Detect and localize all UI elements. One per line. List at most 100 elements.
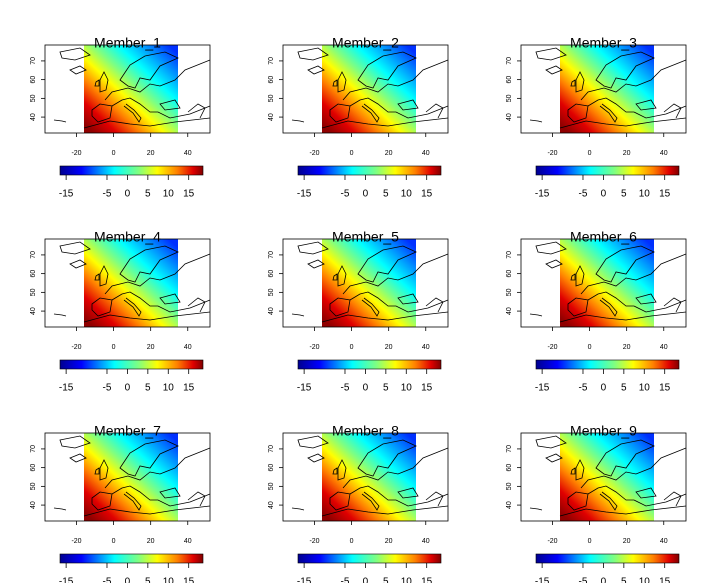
x-tick-label: -20 (547, 538, 557, 545)
plot-box (282, 432, 449, 522)
y-tick-label: 70 (506, 57, 513, 65)
colorbar-tick-label: 0 (125, 577, 131, 583)
colorbar-tick-label: -5 (103, 577, 112, 583)
y-tick-label: 40 (506, 501, 513, 509)
x-tick-label: 40 (422, 538, 430, 545)
colorbar-tick-label: 0 (363, 383, 369, 394)
colorbar-tick-label: -15 (535, 383, 550, 394)
colorbar-tick-label: -5 (579, 189, 588, 200)
x-tick-label: -20 (309, 538, 319, 545)
y-tick-label: 60 (506, 76, 513, 84)
y-tick-label: 70 (268, 251, 275, 259)
x-tick-label: 0 (112, 344, 116, 351)
plot-box (520, 432, 687, 522)
y-tick-label: 50 (506, 482, 513, 490)
panel: Member_5 -20 0 20 40 40 50 60 70 -15 -5 0 5 10 15 (268, 229, 449, 394)
panel: Member_3 -20 0 20 40 40 50 60 70 -15 -5 0 5 10 15 (506, 35, 687, 200)
colorbar-tick-label: 5 (383, 383, 389, 394)
x-tick-label: 0 (350, 344, 354, 351)
panel: Member_1 -20 0 20 40 40 50 60 70 -15 -5 0 5 10 15 (30, 35, 211, 200)
y-tick-label: 40 (268, 307, 275, 315)
plot-box (44, 44, 211, 134)
colorbar (297, 359, 442, 370)
colorbar-tick-label: 10 (639, 383, 651, 394)
colorbar-tick-label: -15 (297, 189, 312, 200)
x-tick-label: 40 (184, 538, 192, 545)
y-tick-label: 50 (30, 288, 37, 296)
y-tick-label: 40 (506, 307, 513, 315)
colorbar-tick-label: 15 (183, 577, 195, 583)
colorbar-tick-label: -5 (341, 383, 350, 394)
colorbar-tick-label: 0 (125, 383, 131, 394)
colorbar (59, 359, 204, 370)
y-tick-label: 50 (30, 94, 37, 102)
colorbar-tick-label: 5 (621, 577, 627, 583)
plot-box (44, 432, 211, 522)
x-tick-label: 40 (422, 150, 430, 157)
x-tick-label: -20 (71, 538, 81, 545)
plot-box (282, 238, 449, 328)
colorbar-tick-label: 0 (601, 383, 607, 394)
panel-title: Member_9 (570, 423, 637, 439)
panel-title: Member_4 (94, 229, 161, 245)
x-tick-label: -20 (309, 150, 319, 157)
y-tick-label: 50 (506, 94, 513, 102)
x-tick-label: 0 (350, 150, 354, 157)
colorbar-tick-label: 0 (601, 189, 607, 200)
panel: Member_8 -20 0 20 40 40 50 60 70 -15 -5 0 5 10 15 (268, 423, 449, 583)
x-tick-label: 20 (147, 344, 155, 351)
colorbar (535, 165, 680, 176)
colorbar-tick-label: -5 (579, 577, 588, 583)
colorbar-tick-label: 10 (401, 383, 413, 394)
colorbar-tick-label: 15 (421, 577, 433, 583)
y-tick-label: 40 (30, 307, 37, 315)
y-tick-label: 70 (30, 57, 37, 65)
colorbar-tick-label: 0 (125, 189, 131, 200)
plot-box (520, 44, 687, 134)
panel: Member_7 -20 0 20 40 40 50 60 70 -15 -5 0 5 10 15 (30, 423, 211, 583)
plot-box (44, 238, 211, 328)
y-tick-label: 40 (268, 501, 275, 509)
y-tick-label: 50 (268, 288, 275, 296)
x-tick-label: 20 (623, 150, 631, 157)
colorbar-tick-label: 15 (421, 189, 433, 200)
x-tick-label: 0 (588, 344, 592, 351)
y-tick-label: 60 (30, 76, 37, 84)
colorbar-tick-label: 0 (363, 189, 369, 200)
plot-box (282, 44, 449, 134)
colorbar-tick-label: 5 (145, 383, 151, 394)
x-tick-label: 40 (422, 344, 430, 351)
colorbar-tick-label: 5 (145, 577, 151, 583)
x-tick-label: 0 (112, 150, 116, 157)
colorbar (297, 553, 442, 564)
colorbar-tick-label: 10 (163, 189, 175, 200)
x-tick-label: 20 (623, 538, 631, 545)
colorbar (535, 359, 680, 370)
colorbar-tick-label: -15 (59, 577, 74, 583)
panel-title: Member_6 (570, 229, 637, 245)
panel-title: Member_1 (94, 35, 161, 51)
y-tick-label: 40 (30, 113, 37, 121)
colorbar-tick-label: 10 (401, 189, 413, 200)
x-tick-label: 20 (385, 150, 393, 157)
y-tick-label: 70 (506, 251, 513, 259)
colorbar-tick-label: 10 (401, 577, 413, 583)
x-tick-label: 40 (184, 150, 192, 157)
x-tick-label: -20 (547, 150, 557, 157)
y-tick-label: 60 (268, 76, 275, 84)
colorbar-tick-label: -15 (59, 189, 74, 200)
panel: Member_2 -20 0 20 40 40 50 60 70 -15 -5 0 5 10 15 (268, 35, 449, 200)
y-tick-label: 40 (30, 501, 37, 509)
colorbar-tick-label: -5 (103, 189, 112, 200)
colorbar-tick-label: -5 (341, 577, 350, 583)
colorbar-tick-label: -5 (103, 383, 112, 394)
colorbar-tick-label: -15 (535, 189, 550, 200)
colorbar-tick-label: 10 (639, 189, 651, 200)
colorbar-tick-label: 10 (163, 577, 175, 583)
y-tick-label: 70 (268, 445, 275, 453)
colorbar-tick-label: 10 (639, 577, 651, 583)
y-tick-label: 60 (30, 270, 37, 278)
panel-title: Member_5 (332, 229, 399, 245)
y-tick-label: 50 (30, 482, 37, 490)
